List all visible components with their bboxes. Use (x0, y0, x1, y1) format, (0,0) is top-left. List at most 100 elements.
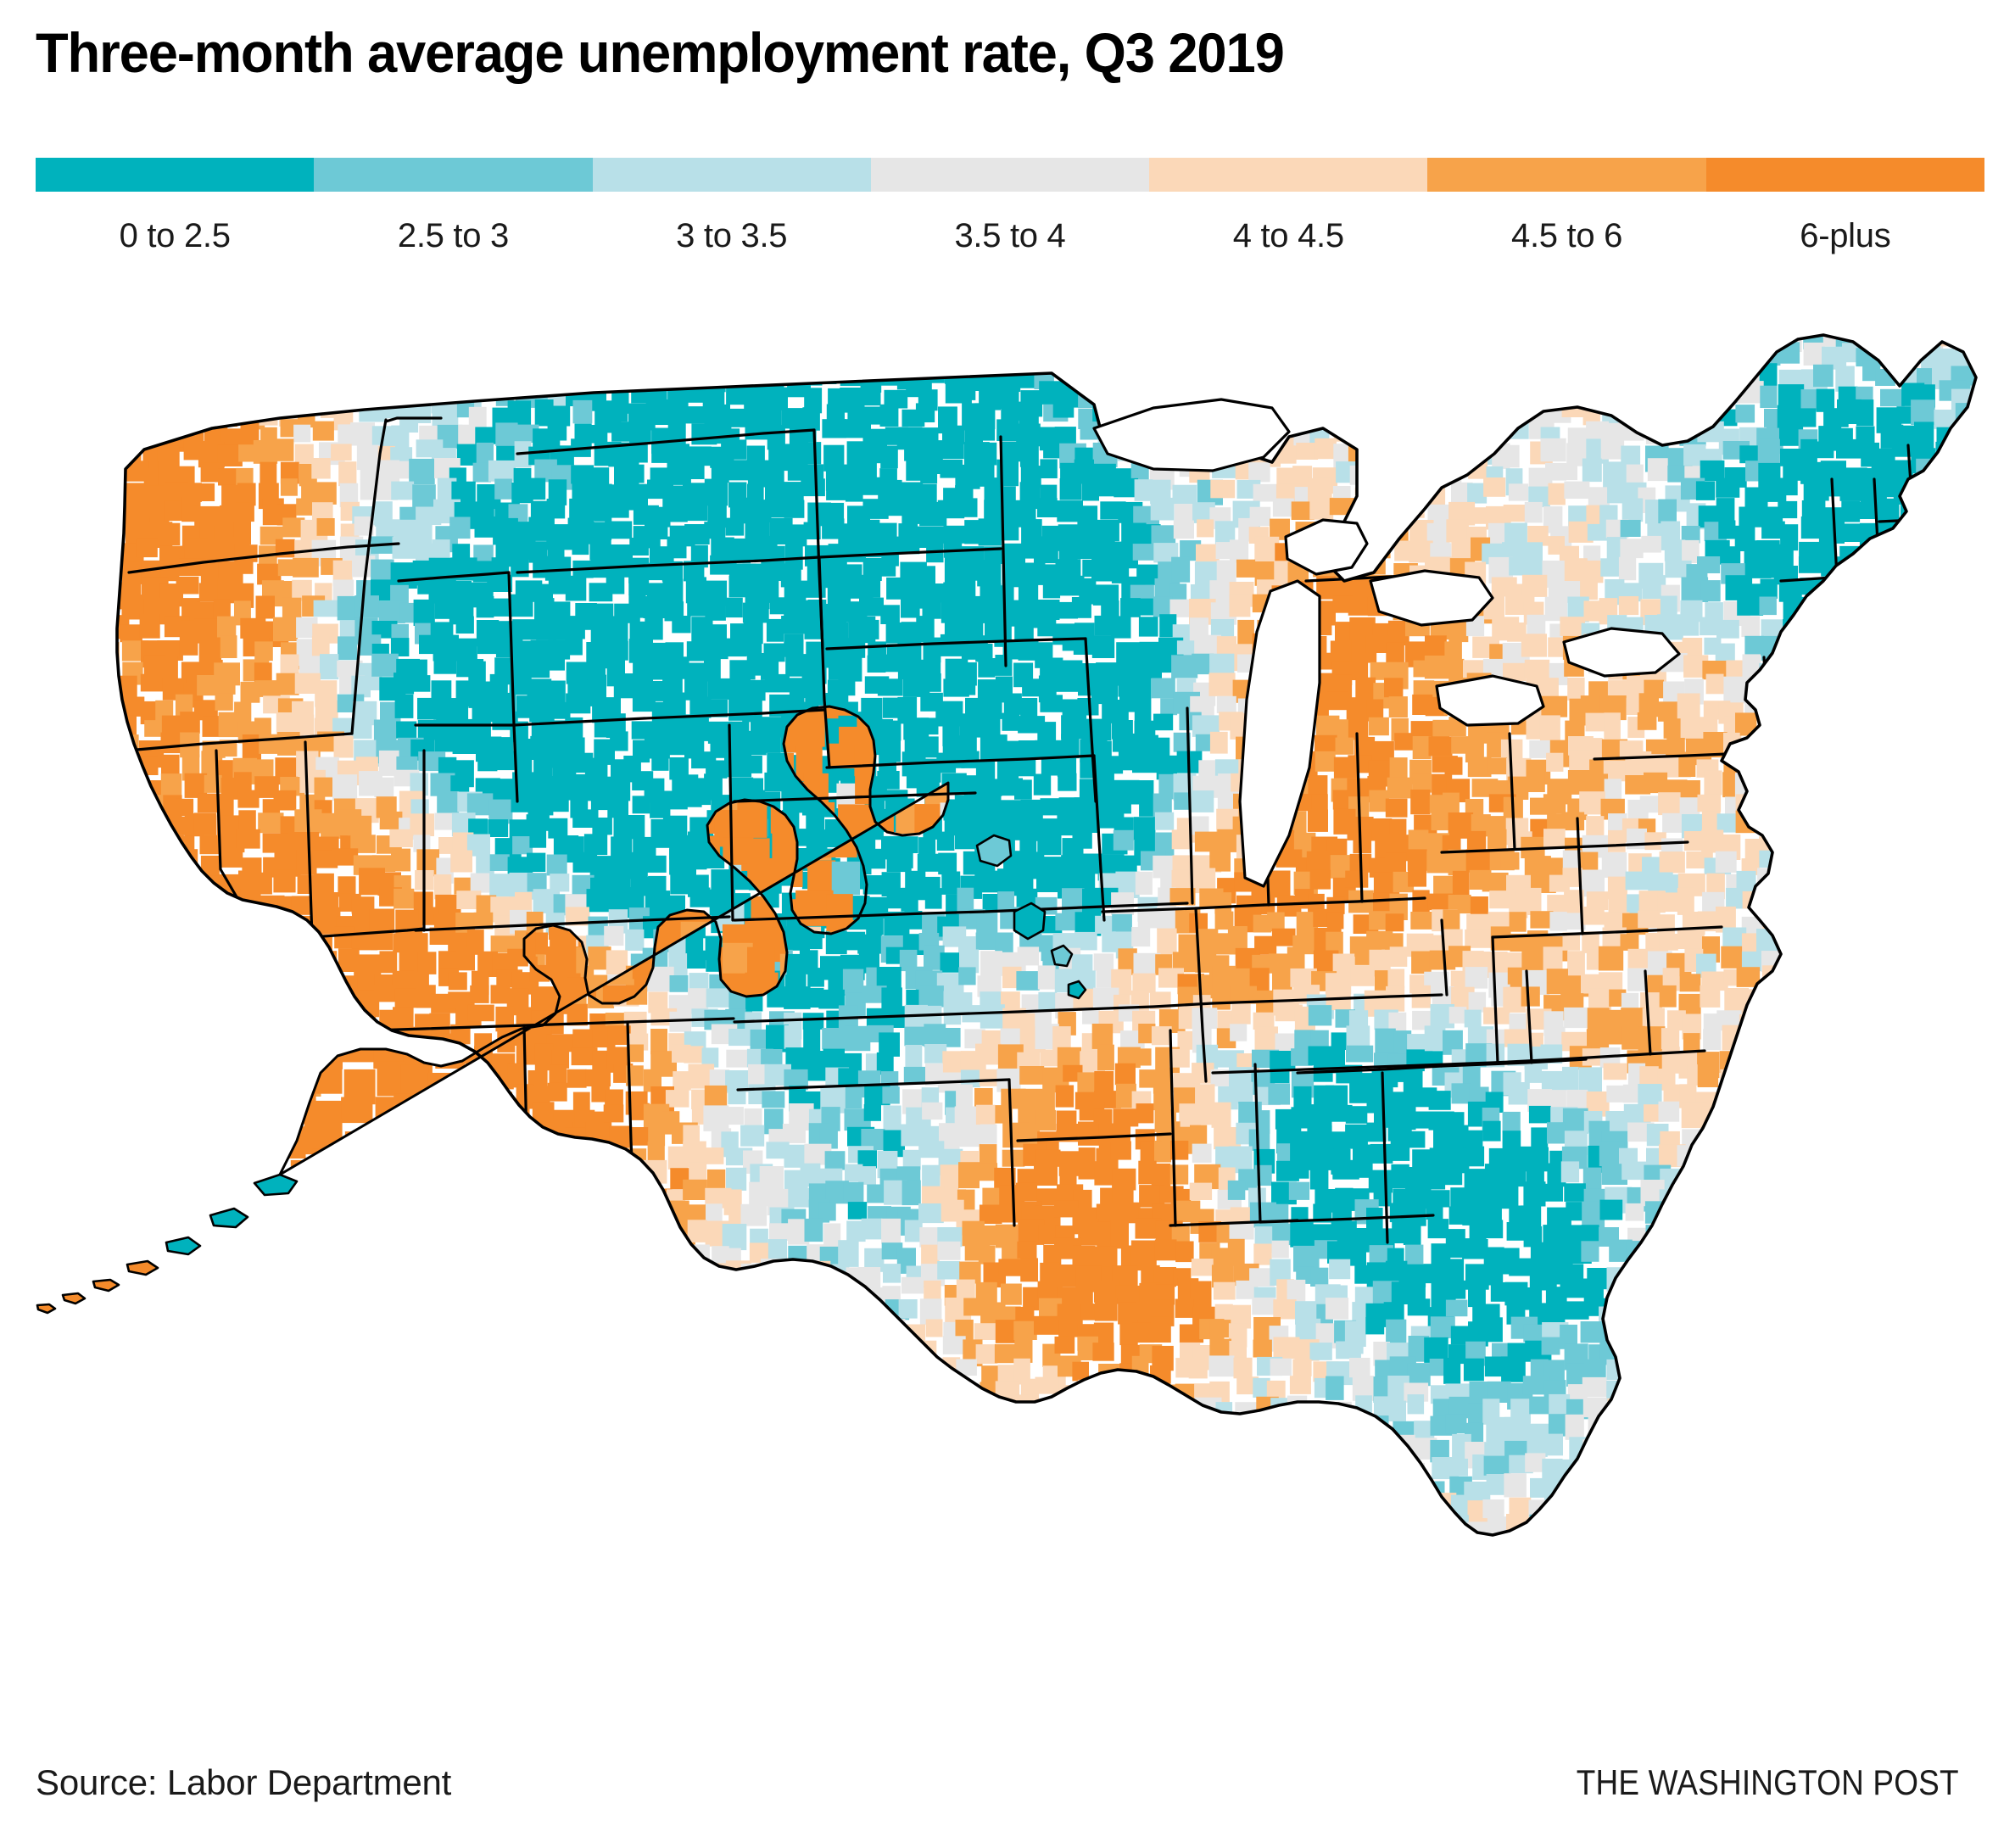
county-cell (339, 483, 359, 508)
county-cell (1682, 366, 1708, 390)
county-cell (704, 1277, 723, 1304)
county-cell (1368, 522, 1391, 544)
county-cell (1838, 1222, 1861, 1248)
county-cell (450, 1103, 468, 1123)
county-cell (1314, 438, 1337, 460)
county-cell (489, 1262, 510, 1279)
county-cell (1840, 1166, 1861, 1186)
county-cell (1446, 519, 1469, 543)
county-cell (1994, 774, 2015, 791)
county-cell (1777, 1225, 1805, 1253)
county-cell (312, 967, 337, 985)
county-cell (1296, 443, 1319, 460)
county-cell (1509, 335, 1527, 353)
county-cell (298, 1247, 326, 1273)
county-cell (1078, 1121, 1102, 1146)
county-cell (371, 1224, 394, 1245)
map-svg[interactable] (0, 327, 2015, 1751)
county-cell (608, 335, 627, 356)
county-cell (1858, 1147, 1883, 1165)
county-cell (1817, 815, 1842, 840)
county-cell (1723, 1206, 1745, 1226)
county-cell (565, 575, 587, 601)
county-cell (138, 989, 160, 1008)
county-cell (273, 617, 299, 642)
county-cell (295, 932, 320, 951)
county-cell (704, 522, 726, 539)
county-cell (684, 1299, 709, 1319)
county-cell (1348, 424, 1369, 443)
county-cell (294, 1008, 316, 1028)
county-cell (1699, 350, 1721, 377)
county-cell (1815, 1208, 1842, 1227)
county-cell (940, 335, 957, 350)
county-cell (1819, 1046, 1838, 1071)
county-cell (236, 1005, 263, 1032)
county-cell (1764, 1199, 1790, 1221)
county-cell (1976, 1242, 1998, 1265)
county-cell (1839, 797, 1864, 822)
county-cell (1955, 851, 1976, 868)
county-cell (1956, 695, 1976, 715)
county-cell (1288, 1181, 1310, 1200)
county-cell (1153, 596, 1173, 617)
county-cell (1705, 1130, 1728, 1150)
county-cell (1373, 427, 1393, 448)
county-cell (1957, 675, 1976, 695)
county-cell (1445, 1299, 1468, 1317)
county-cell (1874, 1013, 1892, 1033)
county-cell (1310, 1267, 1329, 1287)
county-cell (761, 579, 779, 603)
county-cell (117, 1142, 119, 1163)
county-cell (1919, 1265, 1945, 1286)
choropleth-map[interactable] (0, 327, 2015, 1751)
county-cell (804, 1218, 823, 1242)
county-cell (222, 1024, 245, 1047)
county-cell (1410, 912, 1432, 930)
county-cell (942, 349, 970, 372)
county-cell (220, 1012, 248, 1036)
county-cell (1862, 799, 1884, 826)
county-cell (1346, 1045, 1374, 1063)
county-cell (1130, 347, 1148, 369)
county-cell (121, 402, 143, 428)
county-cell (156, 1108, 184, 1131)
county-cell (260, 1069, 287, 1090)
county-cell (120, 838, 147, 859)
county-cell (1918, 1064, 1939, 1093)
county-cell (1843, 1281, 1867, 1307)
county-cell (1462, 1239, 1488, 1259)
county-cell (1974, 335, 1976, 355)
county-cell (744, 347, 771, 372)
county-cell (980, 951, 1002, 976)
county-cell (117, 370, 128, 397)
county-cell (263, 1247, 287, 1265)
county-cell (1197, 335, 1224, 345)
county-cell (1840, 578, 1863, 604)
county-cell (159, 335, 187, 342)
county-cell (486, 350, 506, 377)
county-cell (1326, 691, 1349, 711)
county-cell (1700, 985, 1721, 1008)
county-cell (1093, 953, 1114, 971)
county-cell (1444, 343, 1470, 369)
county-cell (1017, 946, 1040, 966)
county-cell (1508, 347, 1533, 369)
county-cell (1335, 737, 1354, 755)
county-cell (1898, 720, 1917, 740)
county-cell (1879, 1265, 1900, 1292)
county-cell (689, 887, 711, 907)
county-cell (1333, 348, 1356, 373)
county-cell (1932, 507, 1952, 534)
county-cell (547, 1187, 566, 1207)
county-cell (1999, 599, 2015, 624)
county-cell (632, 796, 650, 814)
county-cell (1111, 616, 1131, 639)
county-cell (214, 1247, 238, 1274)
county-cell (235, 502, 254, 522)
county-cell (1334, 400, 1354, 424)
county-cell (920, 461, 938, 484)
county-cell (1814, 875, 1841, 898)
county-cell (338, 876, 356, 897)
county-cell (331, 444, 352, 461)
